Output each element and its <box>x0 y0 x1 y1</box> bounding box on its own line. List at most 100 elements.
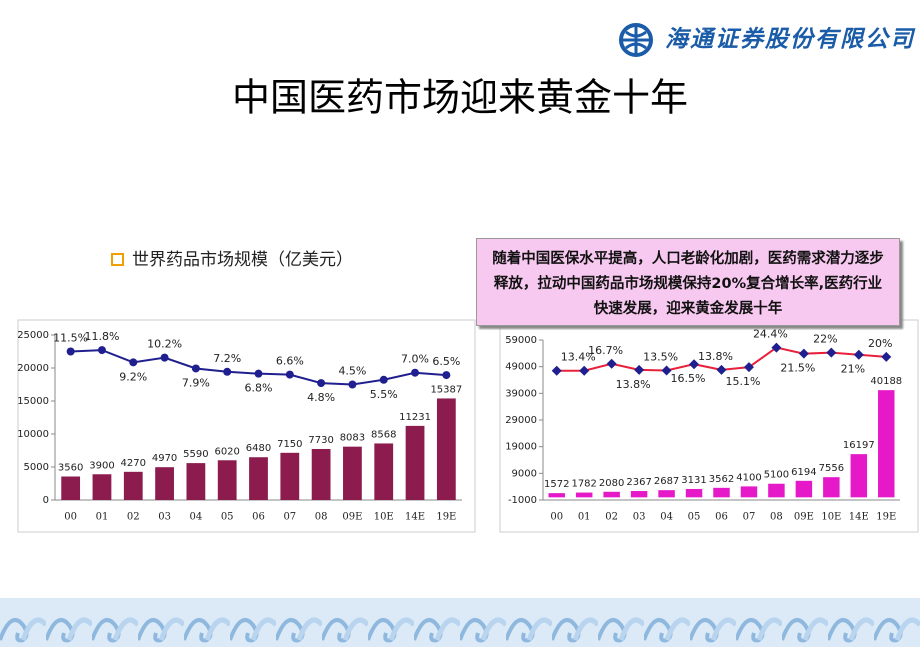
bar <box>823 477 840 498</box>
bar <box>217 460 237 500</box>
growth-label: 11.5% <box>53 332 88 345</box>
growth-label: 7.0% <box>401 353 429 366</box>
bar-label: 7556 <box>819 463 844 474</box>
bar-label: 3900 <box>89 460 114 471</box>
x-tick-label: 09E <box>794 512 814 523</box>
x-tick-label: 05 <box>221 512 234 523</box>
growth-label: 5.5% <box>370 388 398 401</box>
growth-marker <box>129 358 138 367</box>
bar <box>436 398 456 500</box>
growth-marker <box>579 365 590 376</box>
bar <box>795 480 813 498</box>
bar-label: 7150 <box>277 439 302 450</box>
growth-marker <box>223 367 232 376</box>
bar <box>630 491 648 498</box>
x-tick-label: 19E <box>876 512 896 523</box>
x-tick-label: 01 <box>96 512 109 523</box>
growth-label: 6.6% <box>276 355 304 368</box>
growth-label: 10.2% <box>147 338 182 351</box>
growth-marker <box>798 348 809 359</box>
x-tick-label: 10E <box>374 512 394 523</box>
growth-label: 6.8% <box>245 382 273 395</box>
bar-label: 4100 <box>736 472 761 483</box>
slide-title: 中国医药市场迎来黄金十年 <box>232 76 688 120</box>
y-tick-label: 15000 <box>17 396 49 407</box>
growth-label: 11.8% <box>84 330 119 343</box>
x-tick-label: 02 <box>127 512 140 523</box>
bar <box>768 483 785 498</box>
x-tick-label: 09E <box>342 512 362 523</box>
growth-label: 22% <box>813 333 837 346</box>
x-tick-label: 06 <box>252 512 265 523</box>
x-tick-label: 02 <box>605 512 618 523</box>
growth-label: 9.2% <box>119 370 147 383</box>
growth-label: 7.9% <box>182 376 210 389</box>
bar-label: 5590 <box>183 449 208 460</box>
chart-panel <box>499 319 919 533</box>
growth-label: 4.5% <box>338 365 366 378</box>
bar-label: 11231 <box>399 412 431 423</box>
chart-title: 世界药品市场规模（亿美元） <box>132 250 353 270</box>
growth-label: 13.8% <box>698 350 733 363</box>
growth-marker <box>881 351 892 362</box>
bar <box>685 488 703 498</box>
bar <box>61 476 81 500</box>
growth-label: 16.7% <box>588 344 623 357</box>
y-tick-label: 49000 <box>505 362 537 373</box>
bar-label: 6194 <box>791 467 816 478</box>
growth-marker <box>254 369 263 378</box>
bar-label: 3560 <box>58 463 83 474</box>
growth-marker <box>442 371 451 380</box>
x-tick-label: 03 <box>158 512 171 523</box>
bar <box>249 457 268 500</box>
company-name: 海通证券股份有限公司 <box>665 27 916 53</box>
growth-label: 16.5% <box>671 372 706 385</box>
bar <box>405 425 425 500</box>
bar-label: 3562 <box>709 474 734 485</box>
bar-label: 1782 <box>571 479 596 490</box>
bar <box>186 463 206 500</box>
y-tick-label: 20000 <box>17 363 49 374</box>
x-tick-label: 19E <box>436 512 456 523</box>
x-tick-label: 05 <box>688 512 701 523</box>
x-tick-label: 00 <box>64 512 77 523</box>
bar-label: 15387 <box>430 384 462 395</box>
growth-label: 13.5% <box>643 351 678 364</box>
bar-label: 7730 <box>308 435 333 446</box>
bar <box>123 471 143 500</box>
growth-label: 21% <box>841 363 865 376</box>
growth-marker <box>853 349 864 360</box>
footer-wave <box>0 598 920 647</box>
growth-marker <box>160 353 169 362</box>
x-tick-label: 08 <box>770 512 783 523</box>
y-tick-label: 25000 <box>17 330 49 341</box>
bar-label: 4270 <box>121 458 146 469</box>
x-tick-label: 04 <box>190 512 203 523</box>
bar-label: 3131 <box>681 475 706 486</box>
x-tick-label: 07 <box>283 512 296 523</box>
bar <box>740 486 758 498</box>
growth-marker <box>411 368 420 377</box>
growth-label: 15.1% <box>725 375 760 388</box>
growth-marker <box>634 364 645 375</box>
logo <box>619 23 653 57</box>
growth-label: 4.8% <box>307 391 335 404</box>
bar <box>878 390 895 498</box>
x-tick-label: 14E <box>405 512 425 523</box>
growth-marker <box>97 346 106 355</box>
bar <box>343 446 362 500</box>
bar <box>548 493 565 498</box>
bar-label: 4970 <box>152 453 177 464</box>
x-tick-label: 00 <box>550 512 563 523</box>
growth-label: 13.4% <box>561 351 596 364</box>
bar <box>280 452 300 500</box>
y-tick-label: 0 <box>43 495 49 506</box>
bar <box>374 443 394 500</box>
x-tick-label: 04 <box>660 512 673 523</box>
x-tick-label: 08 <box>315 512 328 523</box>
growth-marker <box>689 359 700 370</box>
growth-marker <box>716 364 727 375</box>
bar-label: 8568 <box>371 429 396 440</box>
bar <box>311 448 331 500</box>
